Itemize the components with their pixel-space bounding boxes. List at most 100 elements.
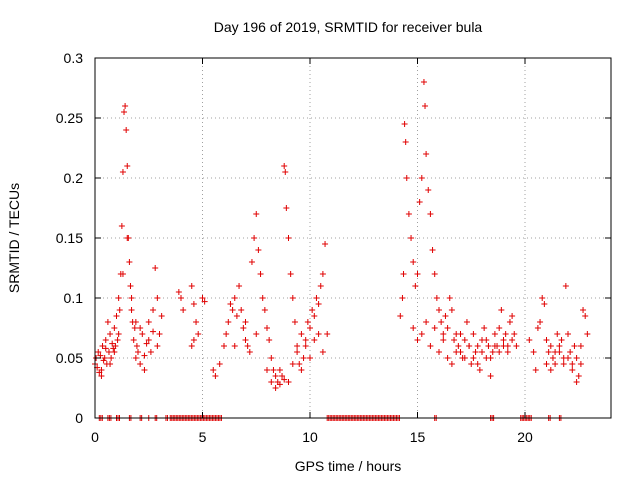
data-point — [436, 307, 442, 313]
data-point — [474, 343, 481, 349]
data-point — [577, 343, 584, 349]
data-point — [436, 349, 442, 355]
data-point — [107, 361, 114, 367]
data-point — [113, 313, 120, 319]
data-point — [300, 355, 307, 361]
data-point — [201, 298, 208, 305]
data-point — [558, 337, 565, 343]
y-axis-label: SRMTID / TECUs — [6, 183, 22, 293]
plot-frame — [94, 57, 612, 419]
data-point — [444, 355, 451, 361]
data-point — [302, 337, 309, 343]
data-point — [248, 259, 255, 265]
data-point — [399, 295, 406, 301]
data-point — [431, 325, 438, 331]
data-point — [491, 343, 498, 349]
data-point — [244, 343, 251, 349]
data-point — [582, 313, 589, 319]
x-tick-label: 15 — [410, 429, 426, 445]
data-point — [139, 331, 146, 337]
data-point — [319, 271, 326, 277]
data-point — [440, 337, 447, 343]
data-point — [145, 319, 152, 325]
data-point — [418, 175, 425, 181]
data-point — [423, 151, 430, 157]
data-point — [552, 349, 559, 355]
data-point — [433, 295, 440, 301]
data-point — [264, 325, 270, 331]
y-tick-label: 0.15 — [56, 230, 83, 246]
data-point — [150, 328, 157, 335]
y-tick-label: 0.1 — [64, 290, 84, 306]
data-point — [253, 331, 260, 337]
data-point — [261, 307, 268, 313]
data-point — [190, 337, 197, 343]
data-point — [266, 337, 273, 343]
data-point — [400, 271, 407, 277]
data-point — [285, 379, 292, 385]
data-point — [569, 361, 576, 367]
data-point — [132, 319, 139, 325]
data-point — [154, 343, 161, 349]
data-point — [298, 331, 305, 337]
data-point — [225, 319, 232, 325]
data-point — [141, 367, 148, 373]
data-point — [580, 307, 587, 313]
data-point — [500, 337, 507, 343]
data-point — [152, 265, 159, 271]
data-point — [573, 355, 580, 361]
data-point — [111, 349, 118, 355]
data-point — [188, 343, 195, 349]
data-point — [259, 295, 266, 301]
data-point — [307, 355, 313, 361]
data-point — [180, 307, 187, 313]
data-point — [322, 241, 329, 247]
data-point — [231, 343, 238, 349]
data-point — [506, 319, 513, 325]
data-point — [233, 313, 240, 319]
data-point — [562, 283, 569, 289]
data-point — [264, 367, 270, 373]
data-point — [107, 331, 114, 337]
y-tick-label: 0 — [75, 410, 83, 426]
data-point — [101, 355, 108, 361]
data-point — [296, 361, 303, 367]
data-point — [468, 361, 475, 367]
data-point — [543, 337, 550, 343]
x-tick-label: 0 — [91, 429, 99, 445]
data-point — [287, 271, 294, 277]
data-point — [102, 345, 109, 352]
data-point — [193, 319, 200, 325]
data-point — [124, 235, 131, 241]
data-point — [565, 355, 571, 361]
data-point — [545, 349, 552, 355]
data-point — [496, 325, 503, 331]
data-point — [281, 163, 288, 169]
data-point — [537, 319, 544, 325]
data-point — [109, 340, 116, 347]
data-point — [543, 361, 550, 367]
data-point — [584, 331, 591, 337]
data-point — [289, 295, 296, 301]
data-point — [402, 139, 409, 145]
data-point — [431, 271, 438, 277]
data-point — [530, 349, 537, 355]
data-point — [489, 349, 496, 355]
data-point — [575, 373, 582, 379]
data-points — [92, 79, 591, 421]
data-point — [236, 283, 243, 289]
data-point — [414, 337, 421, 343]
data-point — [98, 367, 105, 373]
data-point — [270, 367, 277, 373]
data-point — [461, 355, 468, 361]
y-tick-label: 0.25 — [56, 110, 83, 126]
data-point — [145, 337, 152, 343]
data-point — [315, 301, 322, 307]
data-point — [425, 187, 432, 193]
data-point — [150, 307, 157, 313]
data-point — [307, 325, 313, 331]
data-point — [122, 103, 129, 109]
x-tick-label: 10 — [302, 429, 318, 445]
data-point — [319, 349, 326, 355]
data-point — [476, 367, 483, 373]
